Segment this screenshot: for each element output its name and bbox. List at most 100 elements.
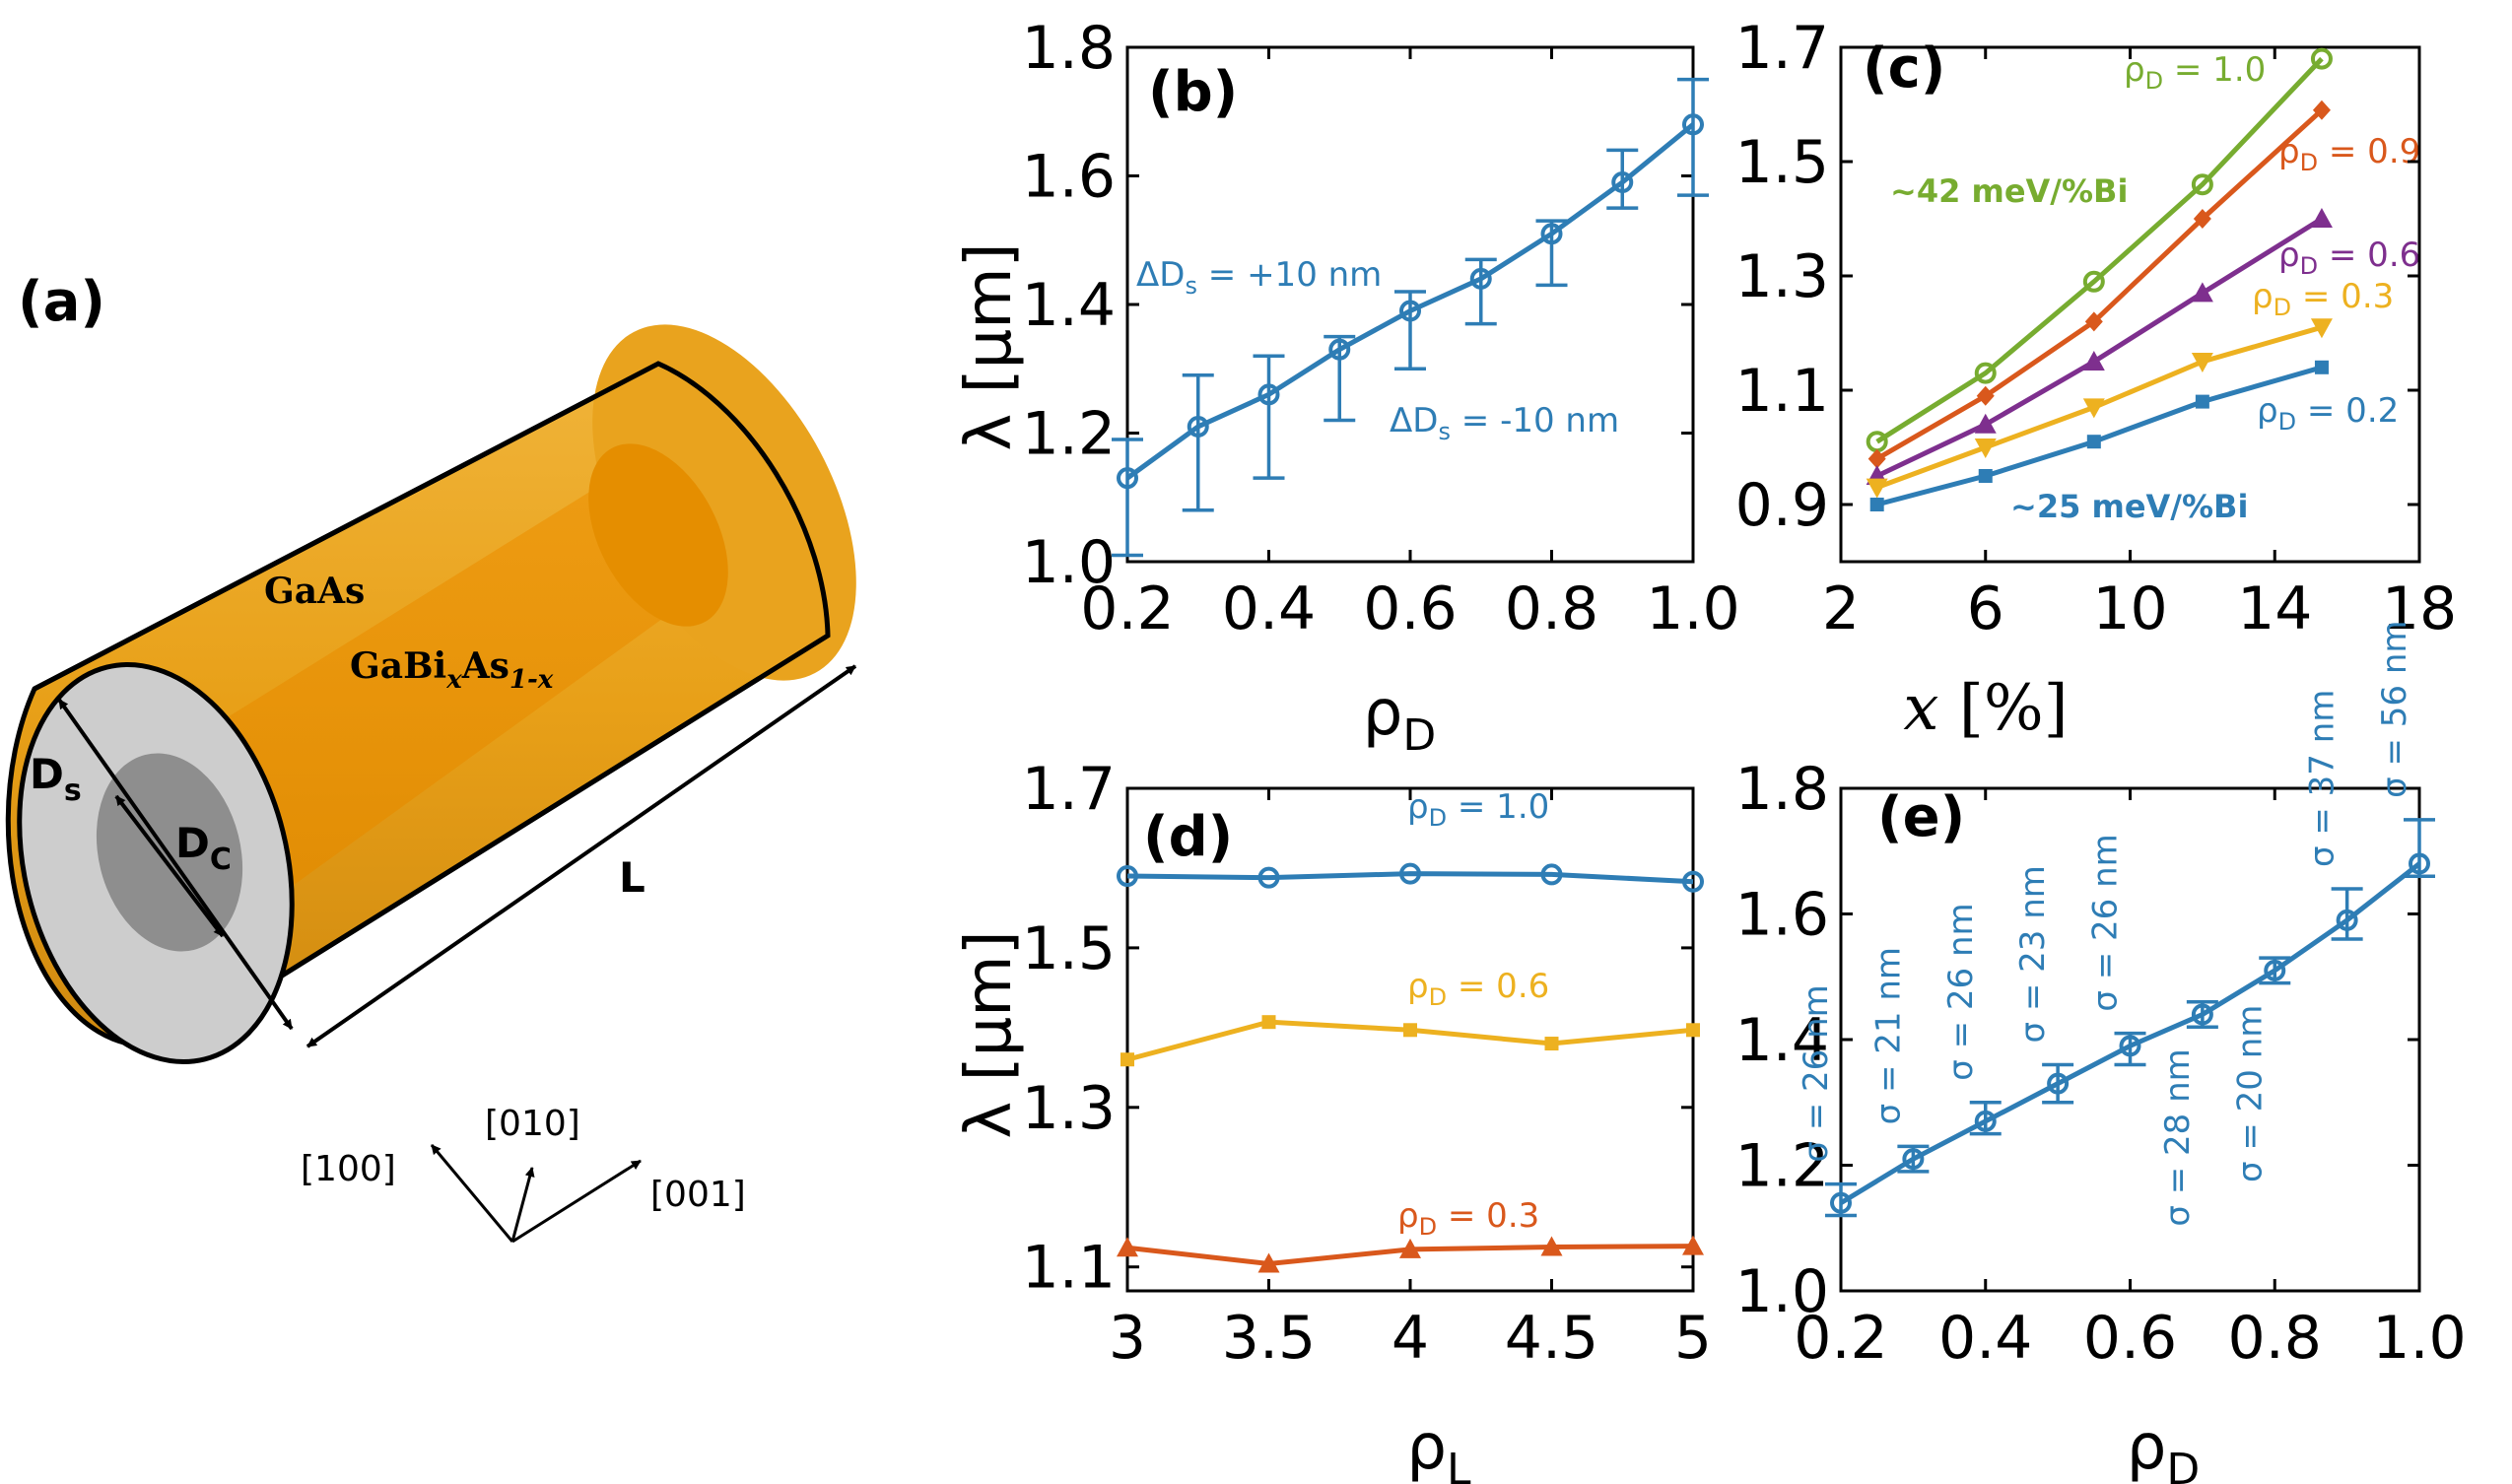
chart-b-point xyxy=(1469,267,1492,290)
chart-d-series-0-line xyxy=(1126,871,1694,885)
chart-c-label-0.2: ρD = 0.2 xyxy=(2257,391,2399,436)
chart-c-point xyxy=(1869,498,1884,511)
panel-d-label: (d) xyxy=(1143,805,1233,869)
chart-c-point xyxy=(1978,469,1993,483)
chart-e-ytick-label: 1.4 xyxy=(1735,1006,1829,1075)
chart-e-sigma-label: σ = 56 nm xyxy=(2375,620,2414,797)
chart-d-point xyxy=(1544,1037,1559,1051)
chart-e-point xyxy=(2191,1003,2213,1026)
chart-c-point xyxy=(2310,318,2333,339)
chart-c-point xyxy=(1974,438,1997,458)
chart-d-point xyxy=(1117,1237,1138,1257)
chart-b-annotation-minus: ΔDs = -10 nm xyxy=(1390,401,1619,445)
chart-b-point xyxy=(1540,223,1563,245)
dc-label: DC xyxy=(175,819,232,877)
chart-c-point xyxy=(2310,47,2333,70)
chart-d-point xyxy=(1682,1235,1704,1255)
chart-c-label-1.0: ρD = 1.0 xyxy=(2124,50,2266,95)
chart-c-label-0.9: ρD = 0.9 xyxy=(2278,132,2420,176)
chart-d-point xyxy=(1117,865,1138,888)
chart-c-point xyxy=(1976,385,1995,406)
chart-e-sigma-label: σ = 20 nm xyxy=(2230,1005,2270,1182)
chart-e-xtick-label: 0.2 xyxy=(1794,1304,1887,1373)
chart-b-ytick-label: 1.2 xyxy=(1022,400,1116,469)
chart-b-xlabel: ρD xyxy=(1363,677,1437,761)
chart-e-sigma-label: σ = 21 nm xyxy=(1868,947,1908,1124)
chart-e-sigma-label: σ = 23 nm xyxy=(2013,865,2053,1043)
chart-b-point xyxy=(1682,113,1704,136)
chart-e-point xyxy=(1974,1110,1997,1132)
chart-c-point xyxy=(1867,448,1886,469)
chart-d-ytick-label: 1.5 xyxy=(1022,914,1116,983)
chart-e-point xyxy=(2336,909,2358,931)
chart-e: (e) ρD 0.2 0.4 0.6 0.8 1.0 1.0 1.2 1.4 1.6 1.8 σ =… xyxy=(1735,620,2467,1484)
chart-e-xtick-label: 0.8 xyxy=(2228,1304,2322,1373)
length-label: L xyxy=(619,853,645,902)
chart-c-ytick-label: 1.1 xyxy=(1735,357,1829,426)
chart-d-xlabel: ρL xyxy=(1406,1411,1471,1484)
chart-c-point xyxy=(2193,209,2211,229)
chart-b-ytick-label: 1.6 xyxy=(1022,143,1116,212)
core-material-label: GaBixAs1-x xyxy=(350,645,554,695)
chart-e-sigma-label: σ = 37 nm xyxy=(2303,690,2342,867)
length-arrow xyxy=(306,664,857,1048)
chart-d-point xyxy=(1257,1252,1280,1273)
panel-e-label: (e) xyxy=(1877,785,1965,849)
chart-d-ytick-label: 1.7 xyxy=(1022,755,1116,824)
chart-c-point xyxy=(2082,270,2105,293)
chart-d-point xyxy=(1120,1052,1134,1067)
chart-c-xlabel: x [%] xyxy=(1903,672,2068,745)
chart-d-point xyxy=(1399,1238,1421,1258)
chart-c-point xyxy=(2084,311,2103,332)
chart-b-point xyxy=(1328,338,1351,361)
axis-100-label: [100] xyxy=(301,1149,396,1189)
chart-d-label-0.3: ρD = 0.3 xyxy=(1397,1196,1539,1241)
chart-e-ytick-label: 1.8 xyxy=(1735,755,1829,824)
chart-d-ylabel: λ [μm] xyxy=(953,930,1026,1138)
chart-c-point xyxy=(2191,173,2213,196)
chart-d-point xyxy=(1540,1236,1563,1256)
chart-e-sigma-label: σ = 26 nm xyxy=(1797,984,1836,1162)
panel-a: (a) Ds DC L GaAs GaBixAs1-x [100] [0 xyxy=(5,270,857,1244)
chart-e-xlabel: ρD xyxy=(2127,1411,2201,1484)
chart-c-point xyxy=(1974,362,1997,384)
chart-e-sigma-label: σ = 26 nm xyxy=(2086,834,2126,1011)
dc-arrow xyxy=(114,794,225,938)
chart-e-xtick-label: 0.4 xyxy=(1938,1304,2032,1373)
chart-c-point xyxy=(2312,100,2331,120)
chart-c-ytick-label: 0.9 xyxy=(1735,471,1829,540)
shell-outline xyxy=(33,361,831,1041)
crystal-axes: [100] [010] [001] xyxy=(301,1104,746,1244)
chart-d-ytick-label: 1.1 xyxy=(1022,1234,1116,1303)
chart-d-xtick-label: 4 xyxy=(1392,1304,1429,1373)
chart-b-ylabel: λ [μm] xyxy=(953,242,1026,450)
chart-e-xtick-label: 1.0 xyxy=(2372,1304,2466,1373)
chart-e-ytick-label: 1.2 xyxy=(1735,1132,1829,1201)
core-far-end xyxy=(588,443,728,627)
chart-b-xtick-label: 0.8 xyxy=(1505,574,1598,643)
panel-a-label: (a) xyxy=(18,270,105,334)
chart-c-point xyxy=(2310,208,2333,228)
axis-001-label: [001] xyxy=(650,1175,746,1215)
chart-c-point xyxy=(2086,435,2101,449)
chart-e-point xyxy=(1830,1191,1852,1214)
chart-b-ytick-label: 1.8 xyxy=(1022,14,1116,83)
chart-c-label-0.3: ρD = 0.3 xyxy=(2252,277,2394,321)
chart-c-point xyxy=(1866,478,1888,499)
chart-c-point xyxy=(2082,351,2105,371)
chart-e-point xyxy=(2264,959,2286,981)
shell-material-label: GaAs xyxy=(264,571,365,612)
axis-010-label: [010] xyxy=(485,1104,580,1144)
chart-e-point xyxy=(2409,852,2430,875)
panel-b-label: (b) xyxy=(1148,60,1238,124)
chart-d-ytick-label: 1.3 xyxy=(1022,1074,1116,1143)
chart-c-xtick-label: 2 xyxy=(1822,574,1860,643)
chart-c-point xyxy=(2195,394,2209,409)
chart-d-xtick-label: 4.5 xyxy=(1505,1304,1598,1373)
chart-d-point xyxy=(1540,863,1563,886)
chart-b-xtick-label: 0.4 xyxy=(1222,574,1316,643)
chart-d-point xyxy=(1682,870,1704,893)
chart-e-sigma-label: σ = 26 nm xyxy=(1941,903,1981,1080)
chart-d-point xyxy=(1399,862,1421,885)
